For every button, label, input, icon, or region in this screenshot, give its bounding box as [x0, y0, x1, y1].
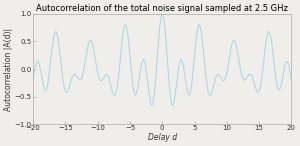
Y-axis label: Autocorrelation |A(d)|: Autocorrelation |A(d)|	[4, 27, 13, 111]
Title: Autocorrelation of the total noise signal sampled at 2.5 GHz: Autocorrelation of the total noise signa…	[36, 4, 288, 13]
X-axis label: Delay d: Delay d	[148, 133, 177, 142]
